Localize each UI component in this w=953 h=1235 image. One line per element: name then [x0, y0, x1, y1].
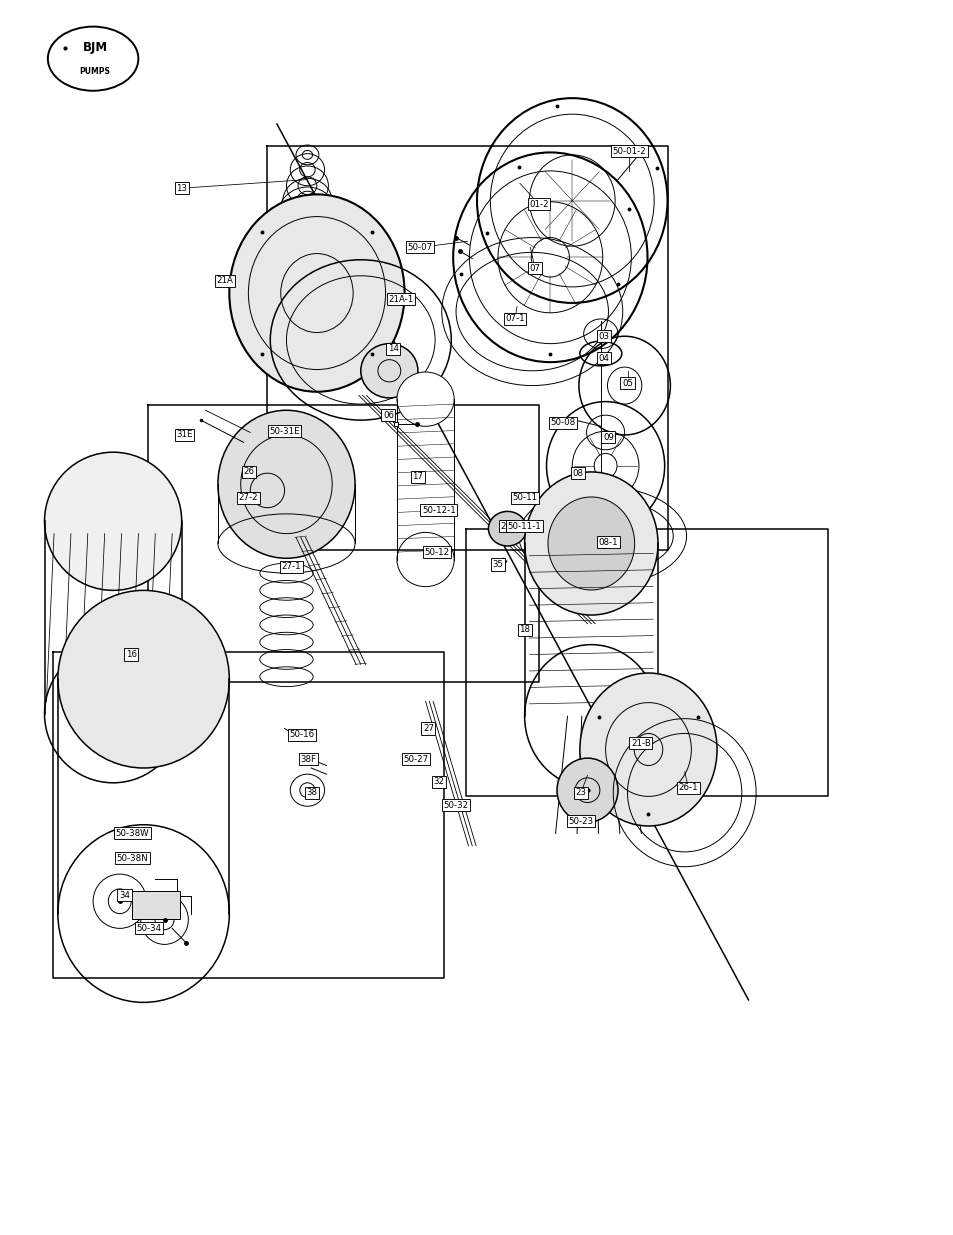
Text: 50-27: 50-27 [403, 755, 428, 764]
Text: 27-2: 27-2 [238, 493, 258, 503]
Ellipse shape [396, 372, 454, 426]
Ellipse shape [579, 673, 717, 826]
Text: 05: 05 [621, 379, 633, 388]
Text: 07-1: 07-1 [505, 315, 524, 324]
Text: 21A-1: 21A-1 [388, 295, 413, 304]
Text: 50-11: 50-11 [512, 493, 537, 503]
Text: 27: 27 [422, 724, 434, 734]
Text: 09: 09 [602, 433, 613, 442]
Text: 07: 07 [529, 264, 540, 273]
Text: 50-11-1: 50-11-1 [507, 521, 541, 531]
Ellipse shape [217, 410, 355, 558]
Ellipse shape [58, 590, 229, 768]
Text: 26: 26 [244, 467, 254, 477]
Ellipse shape [45, 452, 181, 590]
Text: 23: 23 [575, 788, 586, 797]
Text: 38F: 38F [300, 755, 316, 764]
Text: 16: 16 [126, 650, 136, 659]
Ellipse shape [360, 343, 417, 398]
Text: 50-31E: 50-31E [269, 427, 299, 436]
Text: 08: 08 [572, 468, 583, 478]
Text: 17: 17 [412, 472, 423, 482]
Text: 20: 20 [499, 521, 511, 531]
Text: 50-38N: 50-38N [116, 853, 148, 862]
FancyBboxPatch shape [132, 892, 179, 919]
Text: 21A: 21A [216, 277, 233, 285]
Ellipse shape [488, 511, 526, 546]
Text: 04: 04 [598, 354, 609, 363]
Text: 50-01-2: 50-01-2 [612, 147, 645, 156]
Text: 50-23: 50-23 [568, 816, 593, 825]
Text: 13: 13 [176, 184, 187, 193]
Text: 06: 06 [382, 411, 394, 420]
Text: 32: 32 [433, 777, 444, 785]
Ellipse shape [229, 194, 404, 391]
Text: BJM: BJM [82, 41, 108, 54]
Text: 38: 38 [306, 788, 317, 797]
Text: 50-12: 50-12 [424, 547, 449, 557]
Text: 50-12-1: 50-12-1 [421, 505, 456, 515]
Ellipse shape [48, 27, 138, 90]
Ellipse shape [547, 496, 634, 590]
Text: 01-2: 01-2 [529, 200, 548, 209]
Text: 31E: 31E [176, 431, 193, 440]
Ellipse shape [524, 472, 658, 615]
Text: 50-32: 50-32 [443, 800, 468, 809]
Text: 50-38W: 50-38W [115, 829, 149, 837]
Text: 50-34: 50-34 [136, 924, 162, 932]
Text: 14: 14 [387, 345, 398, 353]
Text: 50-08: 50-08 [550, 419, 575, 427]
Ellipse shape [557, 758, 618, 823]
Text: 27-1: 27-1 [281, 562, 301, 572]
Text: 35: 35 [492, 559, 503, 569]
Text: 18: 18 [518, 625, 530, 635]
Text: 21-B: 21-B [630, 739, 650, 748]
Text: 34: 34 [119, 890, 130, 899]
Text: 50-16: 50-16 [289, 730, 314, 740]
Text: 50-07: 50-07 [407, 243, 432, 252]
Text: 26-1: 26-1 [678, 783, 698, 792]
Text: 03: 03 [598, 332, 609, 341]
Text: PUMPS: PUMPS [79, 67, 111, 75]
Text: 08-1: 08-1 [598, 537, 618, 547]
